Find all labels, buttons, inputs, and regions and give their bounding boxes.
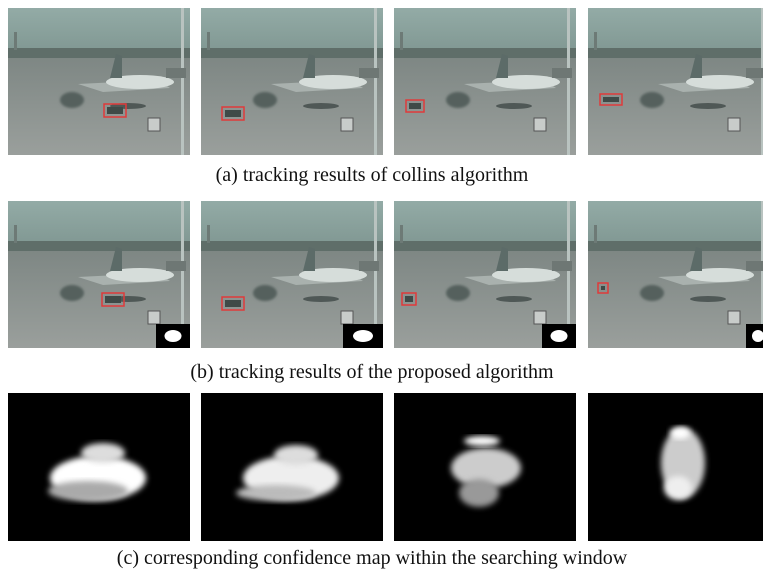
- tower: [400, 225, 403, 243]
- bin: [341, 118, 353, 131]
- pole: [181, 8, 184, 155]
- inset-blob: [551, 330, 568, 342]
- tarmac: [588, 247, 763, 348]
- confidence-map: [588, 393, 763, 541]
- map-blob: [81, 443, 125, 463]
- terminal: [588, 48, 763, 58]
- bin: [148, 118, 160, 131]
- bin: [728, 311, 740, 324]
- bin: [534, 311, 546, 324]
- photo: [394, 201, 576, 348]
- jetbridge: [359, 261, 379, 271]
- caption: (b) tracking results of the proposed alg…: [190, 361, 554, 383]
- vehicle: [253, 285, 277, 301]
- page: (a) tracking results of collins algorith…: [0, 0, 763, 576]
- tower: [14, 32, 17, 50]
- jetbridge: [552, 68, 572, 78]
- terminal: [588, 241, 763, 251]
- inset-blob: [165, 330, 182, 342]
- map-blob: [236, 485, 316, 501]
- pole: [374, 8, 377, 155]
- vehicle: [303, 296, 339, 302]
- tower: [594, 225, 597, 243]
- photo: [8, 201, 190, 348]
- vehicle: [446, 92, 470, 108]
- tracked-car: [405, 296, 413, 302]
- tower: [14, 225, 17, 243]
- photo: [201, 8, 383, 155]
- vehicle: [446, 285, 470, 301]
- caption: (c) corresponding confidence map within …: [117, 547, 628, 569]
- tarmac: [394, 54, 576, 155]
- map-blob: [464, 436, 500, 446]
- bin: [341, 311, 353, 324]
- pole: [567, 8, 570, 155]
- jetbridge: [746, 68, 763, 78]
- map-blob: [459, 479, 499, 507]
- figure: (a) tracking results of collins algorith…: [0, 0, 763, 576]
- vehicle: [496, 296, 532, 302]
- terminal: [394, 48, 576, 58]
- jetbridge: [166, 261, 186, 271]
- terminal: [8, 241, 190, 251]
- tracked-car: [225, 110, 241, 117]
- vehicle: [690, 103, 726, 109]
- tower: [400, 32, 403, 50]
- vehicle: [640, 92, 664, 108]
- tarmac: [8, 54, 190, 155]
- vehicle: [496, 103, 532, 109]
- tracked-car: [225, 300, 241, 307]
- tracked-car: [107, 107, 123, 114]
- photo: [201, 201, 383, 348]
- jetbridge: [552, 261, 572, 271]
- map-blob: [664, 476, 692, 500]
- vehicle: [690, 296, 726, 302]
- tower: [594, 32, 597, 50]
- map-blob: [670, 427, 690, 439]
- jetbridge: [359, 68, 379, 78]
- tarmac: [201, 54, 383, 155]
- inset-blob: [353, 330, 373, 342]
- bin: [148, 311, 160, 324]
- vehicle: [253, 92, 277, 108]
- terminal: [394, 241, 576, 251]
- tracked-car: [603, 97, 619, 102]
- tracked-car: [105, 296, 121, 303]
- tracked-car: [601, 286, 605, 290]
- terminal: [201, 241, 383, 251]
- map-blob: [48, 481, 128, 501]
- terminal: [201, 48, 383, 58]
- vehicle: [60, 92, 84, 108]
- photo: [588, 8, 763, 155]
- tower: [207, 225, 210, 243]
- tracked-car: [409, 103, 421, 109]
- vehicle: [640, 285, 664, 301]
- photo: [394, 8, 576, 155]
- bin: [728, 118, 740, 131]
- confidence-map: [201, 393, 383, 541]
- caption: (a) tracking results of collins algorith…: [216, 164, 529, 186]
- jetbridge: [166, 68, 186, 78]
- confidence-map: [394, 393, 576, 541]
- map-blob: [274, 445, 318, 465]
- bin: [534, 118, 546, 131]
- jetbridge: [746, 261, 763, 271]
- vehicle: [60, 285, 84, 301]
- confidence-map: [8, 393, 190, 541]
- photo: [588, 201, 763, 348]
- tower: [207, 32, 210, 50]
- photo: [8, 8, 190, 155]
- terminal: [8, 48, 190, 58]
- vehicle: [303, 103, 339, 109]
